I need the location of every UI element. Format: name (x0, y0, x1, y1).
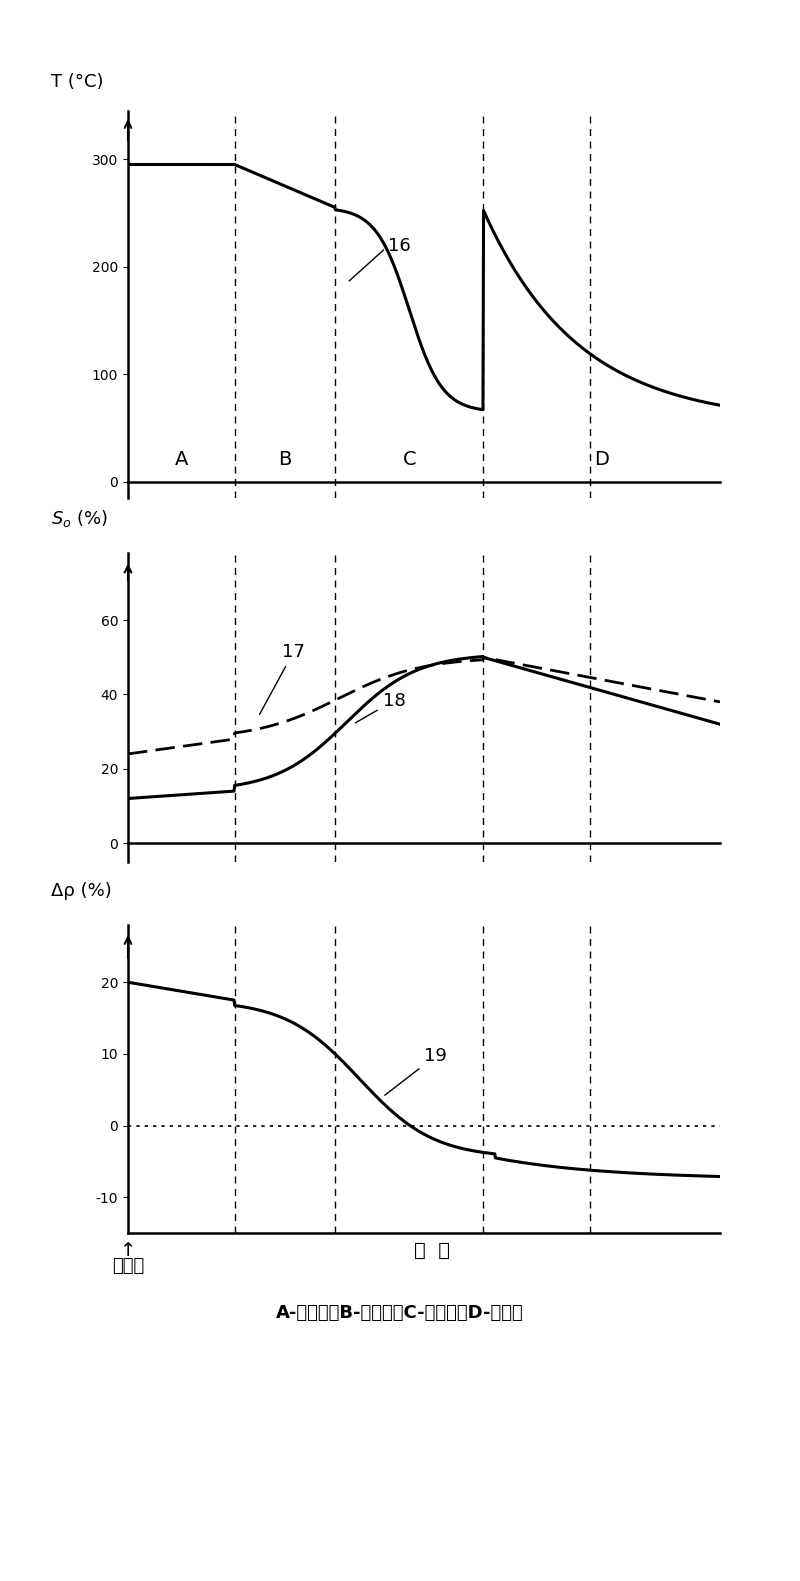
Text: Δρ (%): Δρ (%) (51, 882, 112, 900)
Text: $S_o$ (%): $S_o$ (%) (51, 508, 108, 528)
Text: 距  离: 距 离 (414, 1241, 450, 1260)
Text: B: B (278, 451, 291, 470)
Text: A-蜀汽带，B-凝析带，C-热水带，D-冷水带: A-蜀汽带，B-凝析带，C-热水带，D-冷水带 (276, 1304, 524, 1322)
Text: 18: 18 (355, 691, 406, 723)
Text: 17: 17 (259, 643, 305, 715)
Text: 16: 16 (349, 237, 411, 281)
Text: ↑: ↑ (120, 1241, 136, 1260)
Text: 19: 19 (385, 1047, 447, 1096)
Text: C: C (402, 451, 416, 470)
Text: 注汽井: 注汽井 (112, 1257, 144, 1274)
Text: A: A (174, 451, 188, 470)
Text: D: D (594, 451, 609, 470)
Text: T (°C): T (°C) (51, 73, 103, 92)
